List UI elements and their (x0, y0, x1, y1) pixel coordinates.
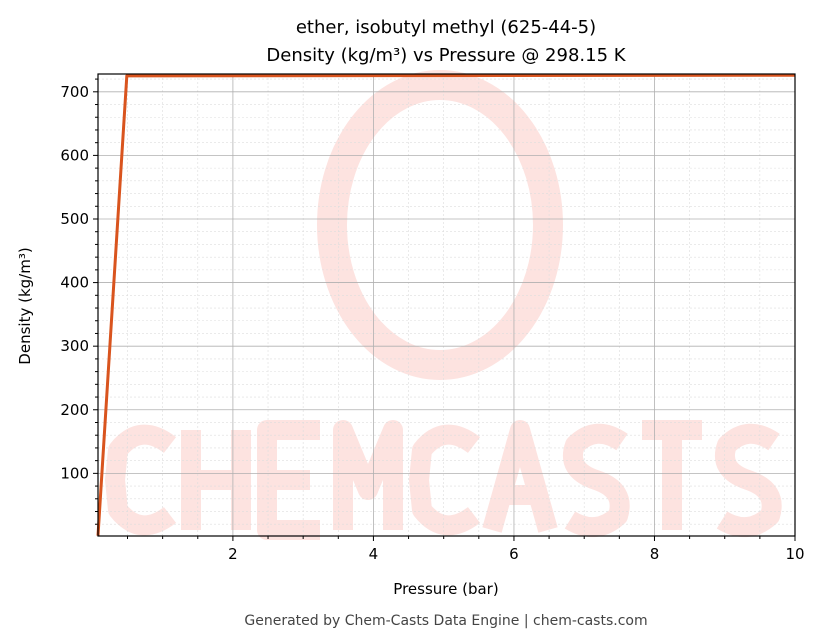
watermark-letter (562, 423, 630, 537)
x-tick-label: 8 (650, 545, 660, 563)
watermark-letter (181, 430, 251, 530)
x-tick-label: 4 (369, 545, 379, 563)
watermark-letter (642, 420, 702, 530)
y-tick-label: 500 (60, 210, 89, 228)
watermark-letter (714, 423, 782, 537)
watermark-letter (482, 420, 558, 533)
y-axis-label: Density (kg/m³) (16, 247, 34, 364)
watermark-letter (333, 420, 403, 530)
x-tick-label: 2 (228, 545, 238, 563)
y-tick-label: 400 (60, 274, 89, 292)
x-tick-label: 6 (509, 545, 519, 563)
watermark-logo (317, 70, 563, 380)
plot-frame (97, 73, 796, 537)
watermark (105, 70, 782, 540)
series-line (96, 73, 796, 536)
y-tick-label: 600 (60, 146, 89, 164)
y-tick-label: 700 (60, 83, 89, 101)
x-axis-label: Pressure (bar) (393, 580, 498, 598)
footer-credit: Generated by Chem-Casts Data Engine | ch… (244, 613, 647, 629)
y-tick-label: 300 (60, 337, 89, 355)
watermark-letter (257, 420, 320, 540)
watermark-lettering (105, 420, 782, 540)
x-tick-label: 10 (785, 545, 804, 563)
y-tick-label: 100 (60, 464, 89, 482)
chart-subtitle: Density (kg/m³) vs Pressure @ 298.15 K (266, 45, 626, 66)
chart-title: ether, isobutyl methyl (625-44-5) (296, 17, 596, 38)
y-tick-label: 200 (60, 401, 89, 419)
